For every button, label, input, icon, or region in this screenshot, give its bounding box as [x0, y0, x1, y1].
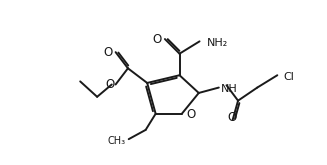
Text: O: O [103, 46, 112, 59]
Text: Cl: Cl [284, 72, 294, 82]
Text: CH₃: CH₃ [108, 136, 126, 146]
Text: O: O [106, 78, 115, 91]
Text: NH: NH [221, 84, 238, 94]
Text: O: O [186, 108, 196, 121]
Text: O: O [227, 111, 236, 124]
Text: O: O [153, 33, 162, 46]
Text: NH₂: NH₂ [207, 38, 229, 48]
